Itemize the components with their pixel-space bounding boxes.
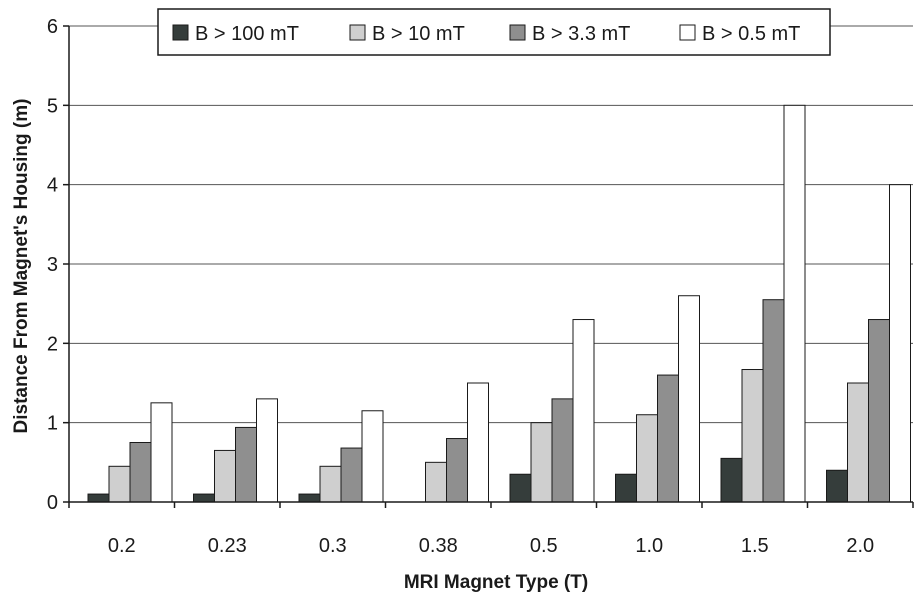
- bar: [361, 410, 384, 503]
- bar: [551, 398, 574, 503]
- bar: [298, 493, 321, 503]
- legend-swatch: [349, 24, 366, 41]
- bar: [720, 457, 743, 503]
- bar: [150, 402, 173, 503]
- legend-swatch: [509, 24, 526, 41]
- bar: [108, 465, 131, 503]
- y-tick-label: 3: [47, 254, 58, 276]
- legend-swatch: [172, 24, 189, 41]
- axes: [63, 25, 914, 508]
- x-tick-label: 1.5: [741, 535, 769, 557]
- x-tick-label: 1.0: [635, 535, 663, 557]
- x-tick-label: 0.3: [319, 535, 347, 557]
- bar: [572, 319, 595, 503]
- legend-label: B > 0.5 mT: [702, 23, 800, 45]
- y-tick-labels: 0 1 2 3 4 5 6: [47, 16, 58, 514]
- bar: [530, 422, 553, 503]
- y-tick-label: 0: [47, 492, 58, 514]
- legend-label: B > 100 mT: [195, 23, 299, 45]
- y-tick-label: 1: [47, 413, 58, 435]
- bar: [87, 493, 110, 503]
- y-tick-label: 4: [47, 175, 58, 197]
- bar: [678, 295, 700, 503]
- bar: [615, 473, 637, 503]
- bars: [87, 104, 911, 503]
- bar: [340, 447, 363, 503]
- y-tick-label: 5: [47, 95, 58, 117]
- x-axis-title: MRI Magnet Type (T): [404, 572, 588, 593]
- x-tick-label: 0.5: [530, 535, 558, 557]
- bar: [509, 473, 532, 503]
- x-tick-label: 0.38: [419, 535, 458, 557]
- bar: [657, 374, 679, 503]
- bar: [889, 184, 911, 503]
- y-tick-label: 2: [47, 333, 58, 355]
- bar: [636, 414, 658, 503]
- bar: [235, 426, 257, 503]
- legend-swatch: [679, 24, 696, 41]
- y-tick-label: 6: [47, 16, 58, 38]
- x-tick-label: 0.2: [108, 535, 136, 557]
- bar: [762, 299, 785, 503]
- bar: [446, 438, 468, 503]
- y-axis-title: Distance From Magnet's Housing (m): [11, 99, 32, 434]
- bar: [826, 469, 848, 503]
- bar: [319, 465, 342, 503]
- x-tick-labels: 0.2 0.23 0.3 0.38 0.5 1.0 1.5 2.0: [108, 535, 874, 557]
- legend-label: B > 3.3 mT: [532, 23, 630, 45]
- bar: [193, 493, 215, 503]
- bar: [256, 398, 278, 503]
- legend: B > 100 mT B > 10 mT B > 3.3 mT B > 0.5 mT: [157, 8, 831, 56]
- legend-label: B > 10 mT: [372, 23, 465, 45]
- bar: [467, 382, 489, 503]
- bar: [847, 382, 869, 503]
- x-tick-label: 0.23: [208, 535, 247, 557]
- bar: [129, 442, 152, 503]
- bar: [425, 461, 447, 503]
- bar: [783, 104, 806, 503]
- bar: [214, 449, 236, 503]
- bar: [741, 369, 764, 503]
- x-tick-label: 2.0: [846, 535, 874, 557]
- legend-box: [157, 8, 831, 56]
- bar: [868, 319, 890, 503]
